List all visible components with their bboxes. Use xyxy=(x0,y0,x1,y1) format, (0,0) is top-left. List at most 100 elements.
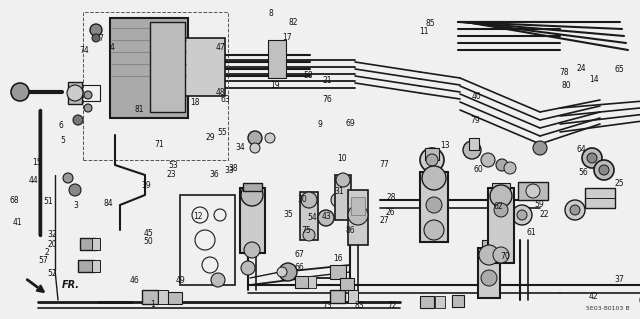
Text: 22: 22 xyxy=(540,210,548,219)
Bar xyxy=(110,18,188,118)
Text: 38: 38 xyxy=(228,164,239,173)
Circle shape xyxy=(277,267,287,277)
Bar xyxy=(158,290,168,304)
Circle shape xyxy=(496,159,508,171)
Text: 82: 82 xyxy=(289,19,298,27)
Bar xyxy=(240,188,265,253)
Text: 2: 2 xyxy=(44,248,49,256)
Text: 42: 42 xyxy=(589,292,599,301)
Text: 35: 35 xyxy=(283,210,293,219)
Circle shape xyxy=(69,184,81,196)
Text: 13: 13 xyxy=(440,141,450,150)
Bar xyxy=(452,295,464,307)
Text: 5: 5 xyxy=(60,136,65,145)
Circle shape xyxy=(92,34,100,42)
Text: 32: 32 xyxy=(47,230,58,239)
Text: 7: 7 xyxy=(99,34,104,43)
Bar xyxy=(168,292,182,304)
Text: 19: 19 xyxy=(270,81,280,90)
Bar xyxy=(268,40,286,78)
Text: 71: 71 xyxy=(154,140,164,149)
Bar xyxy=(150,22,185,112)
Circle shape xyxy=(517,210,527,220)
Circle shape xyxy=(512,205,532,225)
Text: 65: 65 xyxy=(614,65,625,74)
Text: 1: 1 xyxy=(150,300,155,309)
Text: 75: 75 xyxy=(301,226,311,235)
Bar xyxy=(243,183,262,191)
Circle shape xyxy=(84,91,92,99)
Text: 79: 79 xyxy=(470,116,480,125)
Circle shape xyxy=(481,270,497,286)
Text: 10: 10 xyxy=(337,154,348,163)
Text: 50: 50 xyxy=(143,237,154,246)
Circle shape xyxy=(526,184,540,198)
Text: 3: 3 xyxy=(73,201,78,210)
Text: 40: 40 xyxy=(472,92,482,101)
Text: 17: 17 xyxy=(282,33,292,42)
Bar xyxy=(482,240,496,250)
Circle shape xyxy=(84,104,92,112)
Circle shape xyxy=(424,220,444,240)
Circle shape xyxy=(250,143,260,153)
Text: 15: 15 xyxy=(32,158,42,167)
Text: 70: 70 xyxy=(500,252,511,261)
Text: 58: 58 xyxy=(303,71,314,80)
Text: 48: 48 xyxy=(216,88,226,97)
Text: 66: 66 xyxy=(294,263,305,272)
Text: 23: 23 xyxy=(166,170,177,179)
Bar xyxy=(518,182,548,200)
Text: 43: 43 xyxy=(321,212,332,221)
Text: 57: 57 xyxy=(38,256,49,265)
Circle shape xyxy=(587,153,597,163)
Text: 18: 18 xyxy=(191,98,200,107)
Text: 59: 59 xyxy=(534,200,544,209)
Text: 86: 86 xyxy=(346,226,356,235)
Text: 60: 60 xyxy=(474,165,484,174)
Bar xyxy=(335,175,351,220)
Text: 29: 29 xyxy=(205,133,215,142)
Text: 12: 12 xyxy=(194,212,203,221)
Text: 33: 33 xyxy=(224,166,234,175)
Circle shape xyxy=(318,210,334,226)
Bar xyxy=(180,195,235,285)
Circle shape xyxy=(348,205,368,225)
Circle shape xyxy=(63,173,73,183)
Bar xyxy=(420,172,448,242)
Text: 54: 54 xyxy=(307,213,317,222)
Bar xyxy=(488,188,514,263)
Text: 39: 39 xyxy=(141,181,151,190)
Text: 73: 73 xyxy=(323,301,333,310)
Bar xyxy=(478,248,500,298)
Text: 44: 44 xyxy=(28,176,38,185)
Text: 53: 53 xyxy=(168,161,178,170)
Circle shape xyxy=(90,24,102,36)
Bar xyxy=(92,238,100,250)
Circle shape xyxy=(248,131,262,145)
Text: 11: 11 xyxy=(419,27,428,36)
Bar xyxy=(420,296,434,308)
Text: 28: 28 xyxy=(387,193,396,202)
Circle shape xyxy=(504,162,516,174)
Circle shape xyxy=(331,193,345,207)
Bar xyxy=(585,188,615,208)
Text: 69: 69 xyxy=(346,119,356,128)
Text: 47: 47 xyxy=(216,43,226,52)
Circle shape xyxy=(241,184,263,206)
Text: 24: 24 xyxy=(576,64,586,73)
Bar xyxy=(340,278,354,290)
Text: 4: 4 xyxy=(109,43,115,52)
Text: 55: 55 xyxy=(218,128,228,137)
Text: 56: 56 xyxy=(579,168,589,177)
Text: FR.: FR. xyxy=(62,280,80,290)
Text: 80: 80 xyxy=(561,81,572,90)
Text: 25: 25 xyxy=(614,179,625,188)
Text: 81: 81 xyxy=(135,105,144,114)
Text: 14: 14 xyxy=(589,75,599,84)
Text: 72: 72 xyxy=(387,301,397,310)
Text: 36: 36 xyxy=(209,170,220,179)
Text: 5E03-80103 B: 5E03-80103 B xyxy=(586,306,630,311)
Circle shape xyxy=(481,153,495,167)
Bar xyxy=(295,276,309,288)
Circle shape xyxy=(303,229,315,241)
